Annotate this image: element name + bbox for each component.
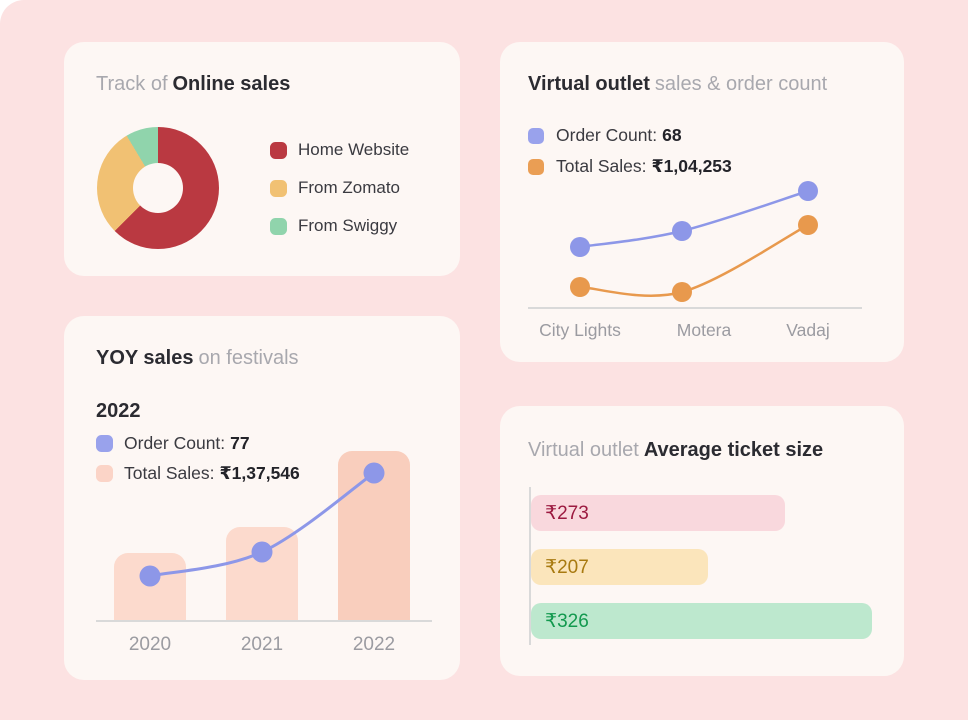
title-muted-part: Virtual outlet [528, 439, 639, 461]
legend-swatch [96, 434, 113, 452]
y-axis-line [529, 487, 531, 645]
x-tick-label: Vadaj [786, 320, 829, 340]
data-point[interactable] [798, 181, 818, 201]
ticket-size-title: Virtual outlet Average ticket size [528, 438, 823, 462]
online-sales-card: Track of Online sales Home Website From Z… [64, 42, 460, 276]
ticket-bar-value: ₹207 [545, 556, 589, 578]
data-point[interactable] [798, 215, 818, 235]
yoy-legend: Order Count: 77 Total Sales: ₹1,37,546 [96, 428, 300, 488]
data-point[interactable] [570, 237, 590, 257]
legend-swatch [528, 158, 544, 175]
title-muted-part: Track of [96, 73, 168, 95]
ticket-bar: ₹207 [531, 549, 709, 585]
legend-label: From Swiggy [298, 216, 398, 235]
x-tick-label: 2020 [128, 634, 172, 655]
yoy-line-overlay [139, 462, 385, 587]
outlet-sales-title: Virtual outlet sales & order count [528, 72, 827, 96]
data-point[interactable] [363, 462, 385, 484]
title-bold-part: Virtual outlet [528, 73, 650, 95]
outlet-sales-card: Virtual outlet sales & order count Order … [500, 42, 904, 362]
legend-swatch [528, 127, 544, 144]
legend-swatch [270, 141, 287, 159]
yoy-sales-card: YOY sales on festivals 2022 Order Count: … [64, 316, 460, 680]
legend-label: Order Count: [124, 432, 226, 453]
ticket-bar: ₹273 [531, 495, 786, 531]
online-sales-title: Track of Online sales [96, 72, 290, 96]
data-point[interactable] [672, 282, 692, 302]
outlet-line-chart: City Lights Motera Vadaj [528, 181, 862, 340]
legend-item-from-swiggy[interactable]: From Swiggy [270, 207, 409, 245]
legend-item-from-zomato[interactable]: From Zomato [270, 169, 409, 207]
line-series-1 [579, 223, 809, 297]
legend-value: ₹1,04,253 [651, 156, 732, 176]
yoy-year-label: 2022 [96, 400, 141, 422]
legend-item-order-count[interactable]: Order Count: 77 [96, 428, 300, 458]
title-muted-part: on festivals [198, 347, 299, 369]
legend-label: From Zomato [298, 178, 401, 197]
ticket-bars: ₹273 ₹207 ₹326 [531, 406, 879, 676]
data-point[interactable] [570, 277, 590, 297]
outlet-legend: Order Count: 68 Total Sales: ₹1,04,253 [528, 120, 732, 182]
x-tick-label: Motera [677, 320, 732, 340]
legend-item-home-website[interactable]: Home Website [270, 131, 409, 169]
data-point[interactable] [251, 541, 273, 563]
x-tick-label: 2022 [352, 634, 396, 655]
legend-item-order-count[interactable]: Order Count: 68 [528, 120, 732, 151]
x-tick-label: 2021 [240, 634, 284, 655]
data-point[interactable] [672, 221, 692, 241]
yoy-sales-title: YOY sales on festivals [96, 346, 299, 370]
legend-label: Home Website [298, 140, 410, 159]
title-bold-part: Average ticket size [643, 439, 824, 461]
data-point[interactable] [139, 565, 161, 587]
legend-value: 77 [230, 432, 250, 453]
title-bold-part: YOY sales [96, 347, 194, 369]
online-sales-legend: Home Website From Zomato From Swiggy [270, 131, 409, 245]
legend-label: Total Sales: [124, 462, 215, 483]
x-axis-line [96, 620, 432, 622]
title-bold-part: Online sales [172, 73, 291, 95]
legend-value: 68 [662, 125, 682, 145]
line-series-0 [579, 189, 809, 249]
online-sales-donut [97, 127, 219, 249]
ticket-size-card: Virtual outlet Average ticket size ₹273 ₹… [500, 406, 904, 676]
legend-label: Total Sales: [556, 156, 647, 176]
legend-swatch [270, 179, 287, 197]
ticket-bar-value: ₹273 [545, 502, 589, 524]
legend-swatch [270, 217, 287, 235]
legend-item-total-sales[interactable]: Total Sales: ₹1,37,546 [96, 458, 300, 488]
legend-value: ₹1,37,546 [219, 462, 300, 483]
title-muted-part: sales & order count [654, 73, 828, 95]
donut-hole [133, 163, 183, 213]
ticket-bar: ₹326 [531, 603, 873, 639]
legend-item-total-sales[interactable]: Total Sales: ₹1,04,253 [528, 151, 732, 182]
legend-label: Order Count: [556, 125, 658, 145]
x-tick-label: City Lights [539, 320, 621, 340]
yoy-chart [96, 445, 432, 622]
legend-swatch [96, 464, 113, 482]
ticket-bar-value: ₹326 [545, 610, 589, 632]
